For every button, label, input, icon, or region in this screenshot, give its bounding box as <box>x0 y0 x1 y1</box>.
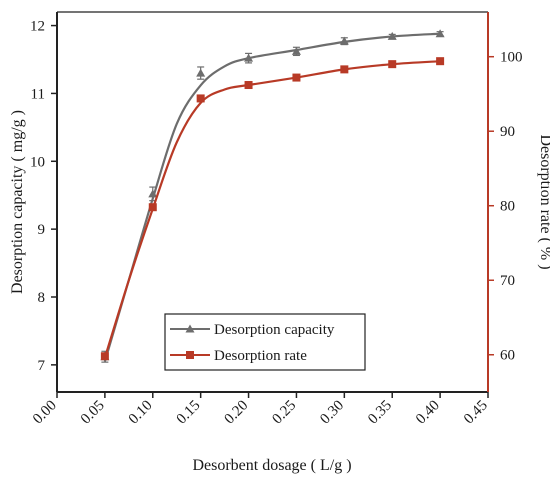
data-point-capacity <box>291 46 301 55</box>
left-tick-label: 11 <box>31 86 45 102</box>
series-line-capacity <box>103 32 441 362</box>
x-axis-ticks: 0.00 0.05 0.10 0.15 0.20 0.25 0.30 0.35 0.40 0.45 <box>30 392 491 427</box>
data-point-capacity <box>148 189 158 198</box>
x-tick-label: 0.20 <box>222 398 252 428</box>
right-axis-ticks: 60 70 80 90 100 <box>488 50 523 364</box>
legend: Desorption capacity Desorption rate <box>164 313 366 371</box>
left-axis-title: Desorption capacity ( mg/g ) <box>9 110 26 294</box>
legend-label-rate: Desorption rate <box>214 348 307 364</box>
x-tick-label: 0.40 <box>413 398 443 428</box>
left-axis-ticks: 7 8 9 10 11 12 <box>30 19 57 374</box>
x-tick-label: 0.25 <box>269 398 299 428</box>
x-tick-label: 0.00 <box>30 398 60 428</box>
x-tick-label: 0.35 <box>365 398 395 428</box>
legend-label-capacity: Desorption capacity <box>214 322 335 338</box>
x-axis-title: Desorbent dosage ( L/g ) <box>192 457 351 474</box>
series-layer <box>100 29 445 363</box>
data-point-rate <box>340 65 349 74</box>
data-point-capacity <box>339 36 349 45</box>
right-axis-title: Desorption rate ( % ) <box>537 134 550 269</box>
right-tick-label: 60 <box>500 348 515 364</box>
data-point-rate <box>388 60 397 69</box>
right-tick-label: 90 <box>500 124 515 140</box>
data-point-capacity <box>435 29 445 38</box>
x-tick-label: 0.30 <box>317 398 347 428</box>
legend-marker-rate <box>186 351 194 359</box>
right-tick-label: 70 <box>500 273 515 289</box>
right-tick-label: 100 <box>500 50 523 66</box>
x-tick-label: 0.45 <box>461 398 491 428</box>
x-tick-label: 0.05 <box>78 398 108 428</box>
left-tick-label: 7 <box>38 358 46 374</box>
plot-area <box>56 11 489 393</box>
data-point-rate <box>244 81 253 90</box>
data-point-capacity <box>244 53 254 62</box>
left-tick-label: 8 <box>38 290 46 306</box>
data-point-rate <box>100 352 109 361</box>
data-point-rate <box>436 57 445 66</box>
left-tick-label: 10 <box>30 154 45 170</box>
right-tick-label: 80 <box>500 199 515 215</box>
x-tick-label: 0.15 <box>174 398 204 428</box>
x-tick-label: 0.10 <box>126 398 156 428</box>
data-point-rate <box>196 94 205 103</box>
data-point-capacity <box>196 68 206 77</box>
legend-box <box>164 313 366 371</box>
series-line-rate <box>103 60 441 359</box>
left-tick-label: 9 <box>38 222 46 238</box>
data-point-rate <box>292 73 301 82</box>
legend-marker-capacity <box>185 324 195 333</box>
left-tick-label: 12 <box>30 19 45 35</box>
data-point-rate <box>148 203 157 212</box>
data-point-capacity <box>387 31 397 40</box>
